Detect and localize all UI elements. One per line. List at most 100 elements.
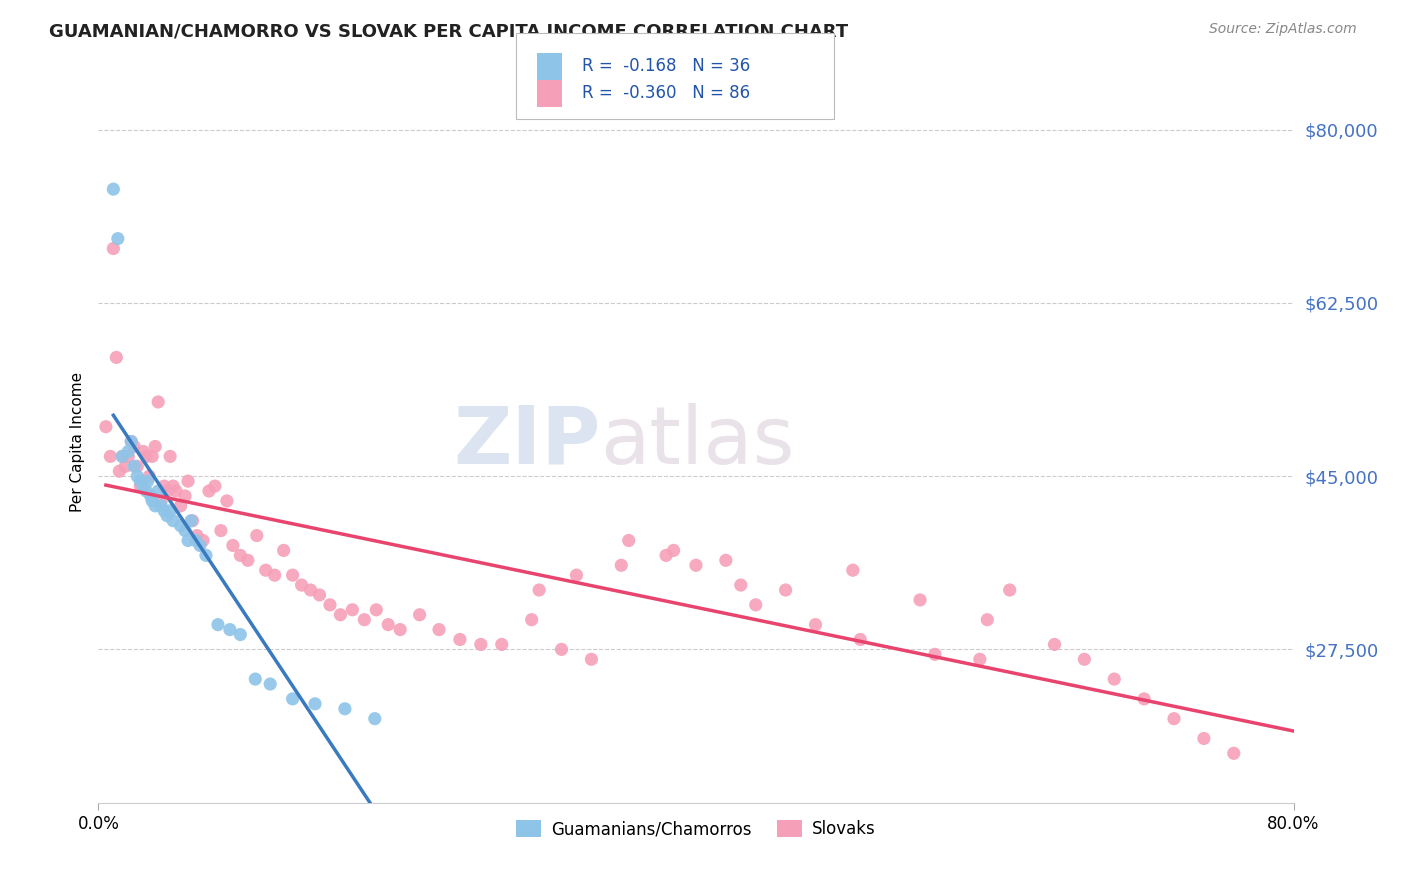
Point xyxy=(127,469,149,483)
Point xyxy=(1104,672,1126,686)
Point xyxy=(849,632,872,647)
Point xyxy=(191,533,214,548)
Point xyxy=(245,672,267,686)
Point xyxy=(124,440,146,454)
Point xyxy=(169,518,191,533)
Point xyxy=(120,434,142,449)
Point xyxy=(105,351,128,365)
Point xyxy=(111,450,134,464)
Point xyxy=(132,479,155,493)
Point xyxy=(662,543,685,558)
Point xyxy=(98,450,122,464)
Point xyxy=(143,499,166,513)
Point xyxy=(153,504,176,518)
Point xyxy=(174,489,197,503)
Point xyxy=(184,533,207,548)
Text: atlas: atlas xyxy=(600,402,794,481)
Point xyxy=(207,617,229,632)
Point xyxy=(120,434,142,449)
Point xyxy=(198,483,221,498)
Point xyxy=(124,459,146,474)
Point xyxy=(141,450,163,464)
Text: GUAMANIAN/CHAMORRO VS SLOVAK PER CAPITA INCOME CORRELATION CHART: GUAMANIAN/CHAMORRO VS SLOVAK PER CAPITA … xyxy=(49,22,848,40)
Point xyxy=(254,563,277,577)
Point xyxy=(353,613,375,627)
Point xyxy=(148,483,170,498)
Point xyxy=(108,464,131,478)
Point xyxy=(520,613,543,627)
Point xyxy=(129,474,152,488)
Point xyxy=(94,419,117,434)
Point xyxy=(135,450,157,464)
Point xyxy=(129,479,152,493)
Point xyxy=(204,479,226,493)
Point xyxy=(246,528,269,542)
Point xyxy=(281,568,304,582)
Point xyxy=(976,613,998,627)
Point xyxy=(156,483,179,498)
Point xyxy=(156,508,179,523)
Point xyxy=(449,632,471,647)
Point xyxy=(169,499,191,513)
Point xyxy=(215,494,238,508)
Point xyxy=(1192,731,1215,746)
Point xyxy=(259,677,281,691)
Point xyxy=(117,444,139,458)
Point xyxy=(273,543,295,558)
Point xyxy=(229,627,252,641)
Point xyxy=(998,582,1021,597)
Point xyxy=(389,623,412,637)
Point xyxy=(177,474,200,488)
Point xyxy=(139,489,162,503)
Point xyxy=(924,648,946,662)
Text: ZIP: ZIP xyxy=(453,402,600,481)
Point xyxy=(117,450,139,464)
Point xyxy=(730,578,752,592)
Point xyxy=(685,558,707,573)
Point xyxy=(165,483,187,498)
Point xyxy=(150,494,173,508)
Point xyxy=(209,524,232,538)
Point xyxy=(103,242,125,256)
Point xyxy=(177,533,200,548)
Point xyxy=(143,440,166,454)
Point xyxy=(319,598,342,612)
Y-axis label: Per Capita Income: Per Capita Income xyxy=(69,371,84,512)
Point xyxy=(141,494,163,508)
Point xyxy=(114,459,136,474)
Point xyxy=(714,553,737,567)
Point xyxy=(188,539,211,553)
Point xyxy=(745,598,768,612)
Text: R =  -0.360   N = 86: R = -0.360 N = 86 xyxy=(582,85,751,103)
Point xyxy=(162,479,184,493)
Point xyxy=(581,652,603,666)
Point xyxy=(174,524,197,538)
Point xyxy=(180,514,202,528)
Point xyxy=(617,533,640,548)
Point xyxy=(377,617,399,632)
Point xyxy=(342,603,364,617)
Point xyxy=(153,479,176,493)
Point xyxy=(219,623,242,637)
Point xyxy=(610,558,633,573)
Point xyxy=(408,607,430,622)
Point xyxy=(281,691,304,706)
Legend: Guamanians/Chamorros, Slovaks: Guamanians/Chamorros, Slovaks xyxy=(510,814,882,845)
Point xyxy=(299,582,322,597)
Point xyxy=(491,637,513,651)
Point xyxy=(565,568,588,582)
Point xyxy=(842,563,865,577)
Point xyxy=(162,514,184,528)
Point xyxy=(804,617,827,632)
Point xyxy=(136,474,159,488)
Point xyxy=(150,499,173,513)
Point xyxy=(132,444,155,458)
Point xyxy=(308,588,330,602)
Point xyxy=(1133,691,1156,706)
Point xyxy=(527,582,550,597)
Point xyxy=(148,395,170,409)
Point xyxy=(366,603,388,617)
Point xyxy=(550,642,572,657)
Point xyxy=(135,483,157,498)
Point xyxy=(908,593,931,607)
